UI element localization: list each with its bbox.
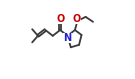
Text: O: O <box>72 14 81 24</box>
Text: O: O <box>56 14 64 24</box>
Text: N: N <box>63 33 72 43</box>
